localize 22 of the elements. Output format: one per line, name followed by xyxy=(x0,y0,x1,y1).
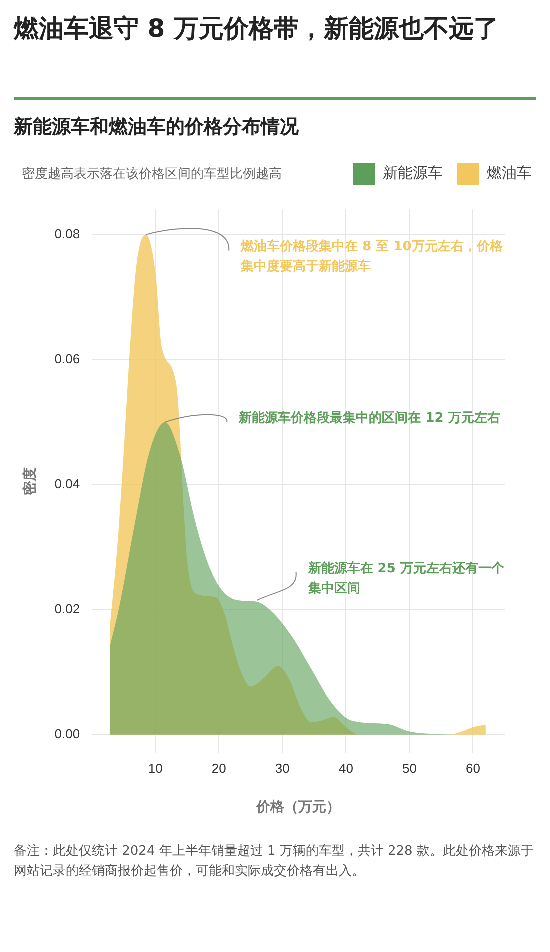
x-axis-title: 价格（万元） xyxy=(256,798,341,814)
y-tick-label: 0.06 xyxy=(54,351,80,366)
x-tick-label: 20 xyxy=(212,760,226,776)
x-tick-label: 50 xyxy=(402,760,417,776)
y-tick-label: 0.00 xyxy=(54,726,80,742)
x-tick-label: 40 xyxy=(338,760,354,776)
legend-label: 燃油车 xyxy=(486,163,532,184)
annotation: 新能源车价格段最集中的区间在 12 万元左右 xyxy=(238,410,500,426)
y-tick-label: 0.04 xyxy=(54,476,80,492)
legend-label: 新能源车 xyxy=(382,163,443,184)
chart-title: 燃油车退守 8 万元价格带，新能源也不远了 xyxy=(14,13,500,45)
y-tick-label: 0.08 xyxy=(54,226,80,242)
chart-subtitle: 新能源车和燃油车的价格分布情况 xyxy=(14,115,299,140)
annotation: 新能源车在 25 万元左右还有一个集中区间 xyxy=(307,560,506,596)
x-tick-label: 10 xyxy=(148,760,163,776)
y-tick-label: 0.02 xyxy=(54,601,80,616)
x-tick-label: 60 xyxy=(466,760,480,776)
x-tick-label: 30 xyxy=(275,760,290,776)
text: 备注：此处仅统计 2024 年上半年销量超过 1 万辆的车型，共计 228 款。此处价格来源于网站记录的经销商报价起售价，可能和实际成交价格有出入。 xyxy=(14,843,534,881)
annotation: 燃油车价格段集中在 8 至 10万元左右，价格集中度要高于新能源车 xyxy=(240,238,504,275)
text: 密度越高表示落在该价格区间的车型比例越高 xyxy=(22,166,283,183)
y-axis-title: 密度 xyxy=(21,468,38,496)
